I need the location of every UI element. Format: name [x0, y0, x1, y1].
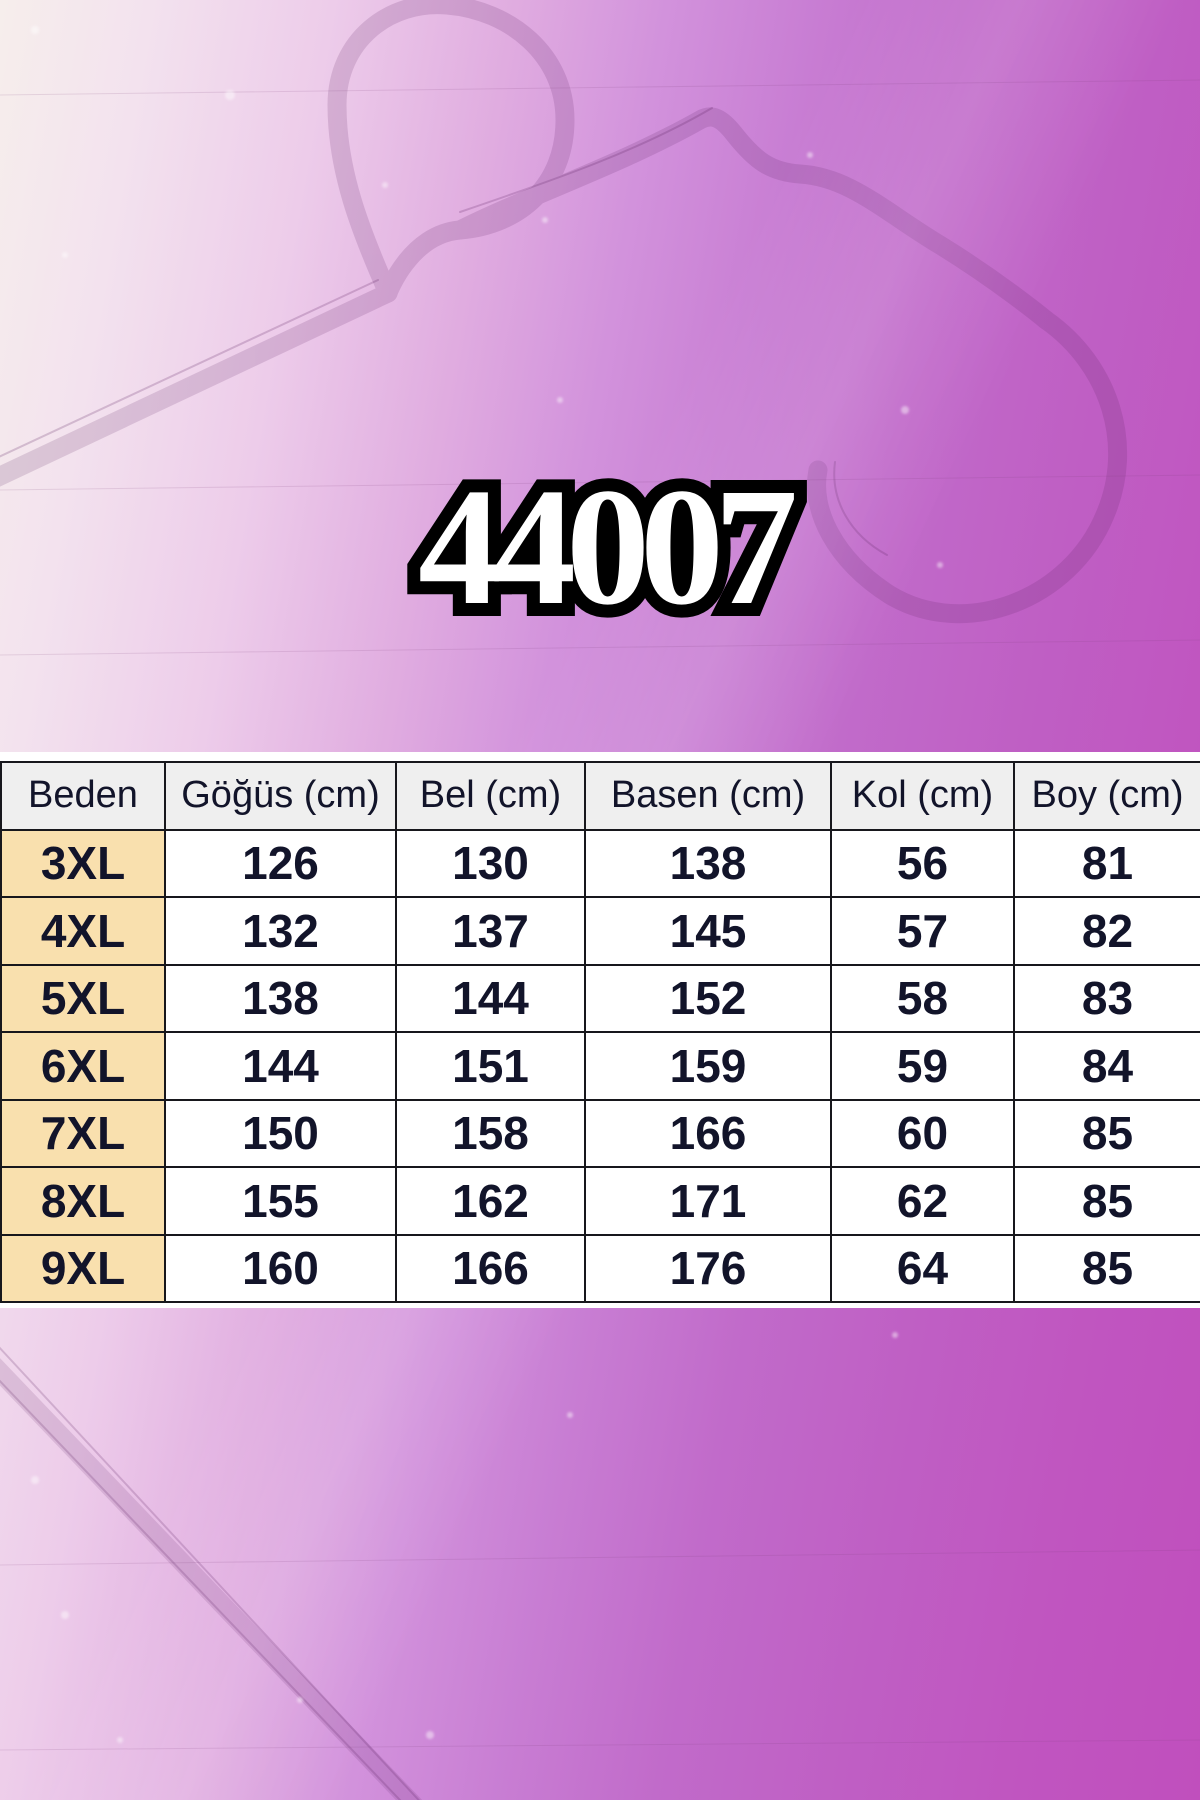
svg-text:44007: 44007	[418, 454, 794, 640]
